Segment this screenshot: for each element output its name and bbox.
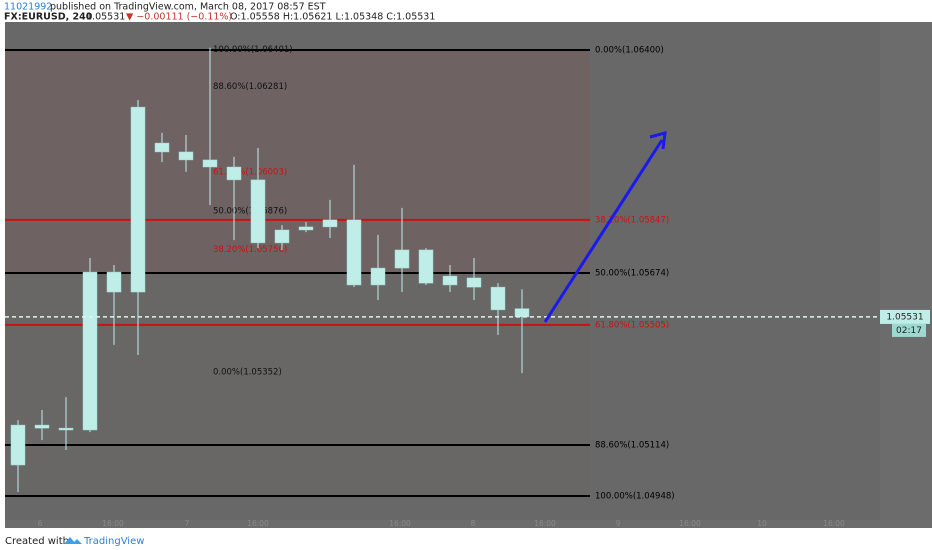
price-tag-label: 1.05531 bbox=[886, 312, 923, 322]
candle-body bbox=[490, 286, 506, 311]
fib-zone-upper bbox=[5, 50, 590, 273]
candle-body bbox=[130, 106, 146, 293]
fib-label: 50.00%(1.05674) bbox=[595, 268, 669, 278]
candle-body bbox=[250, 179, 266, 244]
arrow-head bbox=[649, 130, 667, 150]
countdown-tag bbox=[892, 323, 926, 337]
candle-body bbox=[298, 226, 314, 231]
price-tag bbox=[880, 309, 930, 324]
fib-zone-lower bbox=[5, 273, 590, 496]
time-label: 16:00 bbox=[823, 519, 845, 528]
time-label: 9 bbox=[616, 519, 621, 528]
fib-label: 100.00%(1.04948) bbox=[595, 492, 675, 502]
fib-label: 88.60%(1.05114) bbox=[595, 441, 669, 451]
time-label: 8 bbox=[471, 519, 476, 528]
candle-body bbox=[178, 151, 194, 161]
candle-body bbox=[226, 166, 242, 181]
time-label: 16:00 bbox=[247, 519, 269, 528]
candle-body bbox=[106, 271, 122, 293]
candle-body bbox=[394, 249, 410, 269]
fib-label: 0.00%(1.06400) bbox=[595, 45, 664, 55]
logo bbox=[64, 537, 82, 544]
footer-created: Created with bbox=[5, 536, 69, 547]
time-axis bbox=[5, 520, 932, 528]
published: published on TradingView.com, March 08, … bbox=[50, 2, 326, 13]
candle-body bbox=[82, 271, 98, 431]
fib-label: 88.60%(1.06281) bbox=[213, 82, 287, 92]
candle-body bbox=[322, 219, 338, 228]
price-axis bbox=[880, 22, 932, 520]
fib-label: 61.80%(1.06003) bbox=[213, 167, 287, 177]
time-label: 16:00 bbox=[534, 519, 556, 528]
fib-label: 50.00%(1.05876) bbox=[213, 206, 287, 216]
time-label: 16:00 bbox=[679, 519, 701, 528]
countdown-label: 02:17 bbox=[896, 326, 922, 336]
time-label: 10 bbox=[757, 519, 767, 528]
candle-body bbox=[346, 219, 362, 286]
change: ▼ −0.00111 (−0.11%) bbox=[126, 12, 232, 23]
candle-body bbox=[466, 277, 482, 288]
symbol: FX:EURUSD, 240 bbox=[4, 12, 93, 23]
candle-body bbox=[418, 249, 434, 284]
plot: 0.00%(1.06400) 38.20%(1.05847) 50.00%(1.05… bbox=[5, 45, 930, 528]
candle-body bbox=[34, 424, 50, 429]
author: 11021992 bbox=[4, 2, 52, 13]
candle-body bbox=[514, 308, 530, 318]
candle-body bbox=[442, 275, 458, 286]
fib-label: 38.20%(1.05847) bbox=[595, 215, 669, 225]
fib-label: 38.20%(1.05750) bbox=[213, 245, 287, 255]
ohlc: O:1.05558 H:1.05621 L:1.05348 C:1.05531 bbox=[230, 12, 435, 23]
fib-label: 0.00%(1.05352) bbox=[213, 367, 282, 377]
fib-label: 100.00%(1.06401) bbox=[213, 45, 293, 55]
candle-body bbox=[58, 427, 74, 431]
candle-body bbox=[370, 267, 386, 286]
fib-label: 61.80%(1.05505) bbox=[595, 320, 669, 330]
candle-body bbox=[202, 159, 218, 168]
candle-body bbox=[10, 424, 26, 466]
time-label: 7 bbox=[185, 519, 190, 528]
candle-body bbox=[154, 142, 170, 153]
last-price: 1.05531 bbox=[86, 12, 125, 23]
candle-body bbox=[274, 229, 290, 244]
time-label: 16:00 bbox=[389, 519, 411, 528]
time-label: 6 bbox=[38, 519, 43, 528]
footer-brand: TradingView bbox=[83, 536, 144, 547]
arrow bbox=[543, 139, 664, 323]
time-label: 16:00 bbox=[102, 519, 124, 528]
